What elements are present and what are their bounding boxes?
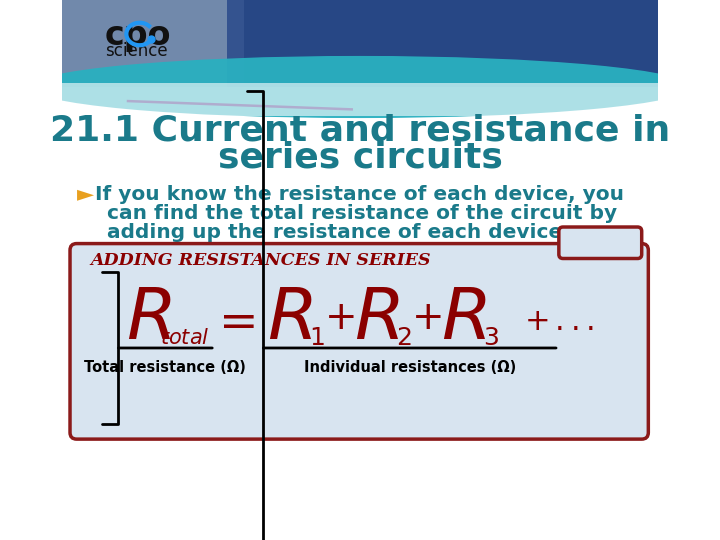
Text: $+$: $+$	[324, 300, 354, 338]
Text: $\mathit{R}$: $\mathit{R}$	[441, 284, 486, 354]
Text: $\mathit{R}$: $\mathit{R}$	[126, 284, 171, 354]
Text: $\mathit{1}$: $\mathit{1}$	[309, 327, 325, 349]
FancyBboxPatch shape	[228, 0, 658, 87]
Ellipse shape	[29, 56, 691, 118]
FancyBboxPatch shape	[563, 249, 637, 256]
Text: 21.1 Current and resistance in: 21.1 Current and resistance in	[50, 114, 670, 148]
Text: $\mathit{3}$: $\mathit{3}$	[483, 327, 499, 349]
Text: can find the total resistance of the circuit by: can find the total resistance of the cir…	[107, 204, 618, 223]
FancyBboxPatch shape	[62, 0, 658, 448]
Text: series circuits: series circuits	[217, 140, 503, 174]
Text: $\mathit{total}$: $\mathit{total}$	[160, 328, 210, 348]
Text: Individual resistances (Ω): Individual resistances (Ω)	[304, 360, 516, 375]
Text: $\mathit{R}$: $\mathit{R}$	[354, 284, 400, 354]
Text: $\mathit{R}$: $\mathit{R}$	[267, 284, 312, 354]
Text: ADDING RESISTANCES IN SERIES: ADDING RESISTANCES IN SERIES	[90, 252, 431, 269]
FancyBboxPatch shape	[62, 83, 658, 116]
FancyBboxPatch shape	[70, 244, 648, 439]
Text: $+\,...$: $+\,...$	[524, 306, 594, 337]
FancyBboxPatch shape	[559, 227, 642, 259]
Text: ►: ►	[76, 185, 94, 205]
FancyBboxPatch shape	[62, 0, 244, 87]
Text: Total resistance (Ω): Total resistance (Ω)	[84, 360, 246, 375]
Text: science: science	[105, 42, 168, 59]
Text: $+$: $+$	[411, 300, 441, 338]
Text: $\mathit{2}$: $\mathit{2}$	[396, 327, 412, 349]
Text: cpo: cpo	[105, 19, 171, 52]
Text: If you know the resistance of each device, you: If you know the resistance of each devic…	[95, 185, 624, 204]
FancyBboxPatch shape	[62, 0, 658, 87]
Text: adding up the resistance of each device.: adding up the resistance of each device.	[107, 224, 570, 242]
Text: $=$: $=$	[209, 299, 254, 344]
